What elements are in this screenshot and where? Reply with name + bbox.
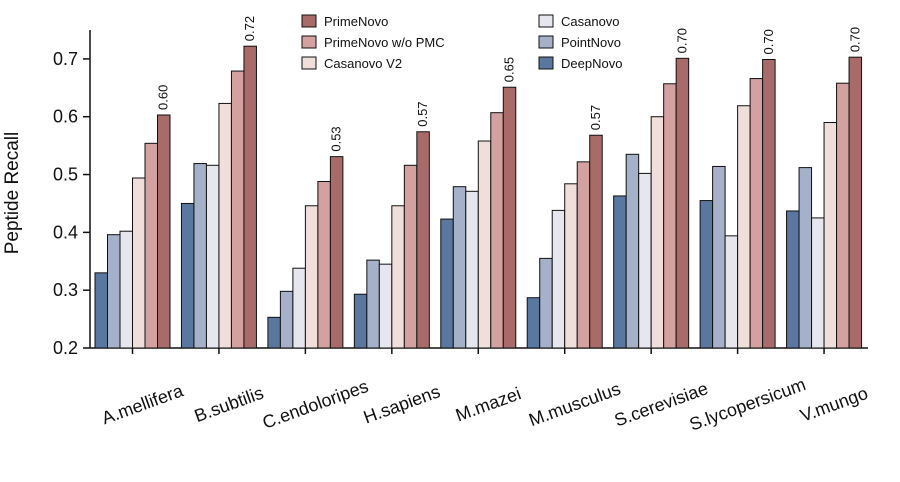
x-category-label: H.sapiens: [361, 381, 443, 427]
legend-label: Casanovo V2: [324, 56, 402, 71]
bar-primenovo-w-o-pmc-7: [749, 78, 764, 349]
y-axis: 0.2 0.3 0.4 0.5 0.6 0.7: [53, 30, 91, 358]
bar-primenovo-w-o-pmc-3: [403, 164, 418, 349]
legend-swatch: [301, 56, 317, 70]
bar-primenovo-1: [243, 45, 257, 349]
bar-primenovo-w-o-pmc-4: [490, 112, 504, 349]
bar-casanovo-v2-6: [650, 116, 665, 349]
data-label: 0.53: [329, 126, 344, 151]
legend-label: Casanovo: [561, 14, 620, 29]
bar-casanovo-4: [465, 190, 479, 349]
bar-deepnovo-4: [440, 218, 454, 349]
y-tick-label: 0.7: [53, 49, 78, 69]
x-axis: A.mellifera B.subtilisC.endoloripesH.sapi…: [90, 347, 871, 435]
bar-pointnovo-7: [712, 165, 726, 349]
bar-deepnovo-5: [526, 297, 541, 349]
bar-primenovo-2: [329, 156, 344, 349]
bar-casanovo-8: [811, 217, 825, 349]
legend-label: DeepNovo: [561, 56, 622, 71]
data-label: 0.57: [588, 105, 603, 130]
legend-label: PointNovo: [561, 35, 621, 50]
x-category-label: M.musculus: [526, 379, 623, 431]
bar-deepnovo-1: [180, 202, 195, 349]
bar-pointnovo-4: [452, 186, 467, 349]
bar-pointnovo-6: [625, 153, 640, 349]
data-label: 0.65: [502, 57, 517, 82]
y-tick-label: 0.5: [53, 165, 78, 185]
bar-primenovo-w-o-pmc-0: [144, 142, 158, 349]
data-label: 0.70: [674, 28, 689, 53]
bar-primenovo-3: [416, 131, 430, 349]
bar-casanovo-6: [638, 172, 652, 349]
legend: PrimeNovo PrimeNovo w/o PMC Casanovo V2 Cas…: [301, 14, 622, 71]
bar-pointnovo-3: [366, 259, 380, 349]
bar-primenovo-5: [589, 134, 603, 349]
legend-swatch: [301, 35, 317, 49]
data-label: 0.70: [847, 27, 862, 52]
bar-primenovo-w-o-pmc-2: [317, 180, 331, 349]
y-tick-label: 0.2: [53, 338, 78, 358]
legend-label: PrimeNovo w/o PMC: [324, 35, 445, 50]
y-tick-label: 0.3: [53, 280, 78, 300]
legend-swatch: [301, 14, 317, 28]
bar-deepnovo-7: [699, 200, 714, 349]
bar-casanovo-5: [551, 209, 566, 349]
bar-pointnovo-8: [798, 167, 813, 349]
bar-primenovo-7: [762, 58, 776, 349]
x-category-label: V.mungo: [798, 383, 871, 426]
bar-casanovo-v2-4: [477, 140, 492, 349]
bar-casanovo-v2-7: [737, 105, 751, 349]
bar-primenovo-w-o-pmc-6: [663, 83, 677, 349]
y-tick-label: 0.6: [53, 107, 78, 127]
bar-pointnovo-5: [539, 257, 553, 349]
bar-pointnovo-1: [193, 163, 207, 349]
bar-casanovo-v2-3: [391, 205, 405, 349]
legend-swatch: [538, 35, 554, 49]
y-tick-label: 0.4: [53, 222, 78, 242]
x-category-label: B.subtilis: [192, 383, 267, 426]
legend-label: PrimeNovo: [324, 14, 388, 29]
data-label: 0.60: [156, 85, 171, 110]
x-category-label: C.endoloripes: [260, 376, 371, 433]
bar-deepnovo-6: [613, 195, 627, 349]
bars-group: [94, 45, 863, 349]
bar-primenovo-w-o-pmc-1: [230, 70, 245, 349]
bar-primenovo-w-o-pmc-8: [836, 82, 850, 349]
bar-primenovo-4: [502, 86, 517, 349]
bar-primenovo-8: [848, 56, 863, 349]
x-category-label: M.mazei: [453, 383, 524, 425]
data-label: 0.72: [242, 16, 257, 41]
bar-casanovo-v2-8: [823, 122, 838, 349]
y-axis-title: Peptide Recall: [2, 132, 23, 255]
bar-casanovo-v2-5: [564, 183, 578, 349]
bar-casanovo-3: [378, 263, 393, 349]
bar-pointnovo-2: [279, 290, 294, 349]
legend-swatch: [538, 14, 554, 28]
bar-pointnovo-0: [107, 234, 121, 349]
bar-primenovo-6: [675, 57, 690, 349]
data-label: 0.70: [761, 29, 776, 54]
x-category-label: A.mellifera: [99, 380, 187, 428]
data-labels-group: 0.60 0.72 0.53 0.57 0.65 0.57 0.70 0.70 0.70: [156, 16, 863, 152]
bar-primenovo-w-o-pmc-5: [576, 161, 591, 349]
bar-deepnovo-0: [94, 272, 108, 349]
bar-casanovo-0: [119, 230, 133, 349]
bar-deepnovo-2: [267, 316, 281, 349]
bar-casanovo-1: [205, 164, 220, 349]
data-label: 0.57: [415, 101, 430, 126]
bar-casanovo-v2-2: [304, 205, 319, 349]
bar-deepnovo-3: [353, 293, 368, 349]
bar-casanovo-v2-1: [218, 102, 232, 349]
bar-casanovo-v2-0: [132, 177, 146, 349]
bar-casanovo-2: [292, 267, 306, 349]
bar-primenovo-0: [157, 114, 171, 349]
bar-casanovo-7: [724, 235, 739, 349]
legend-swatch: [538, 56, 554, 70]
bar-deepnovo-8: [786, 210, 800, 349]
